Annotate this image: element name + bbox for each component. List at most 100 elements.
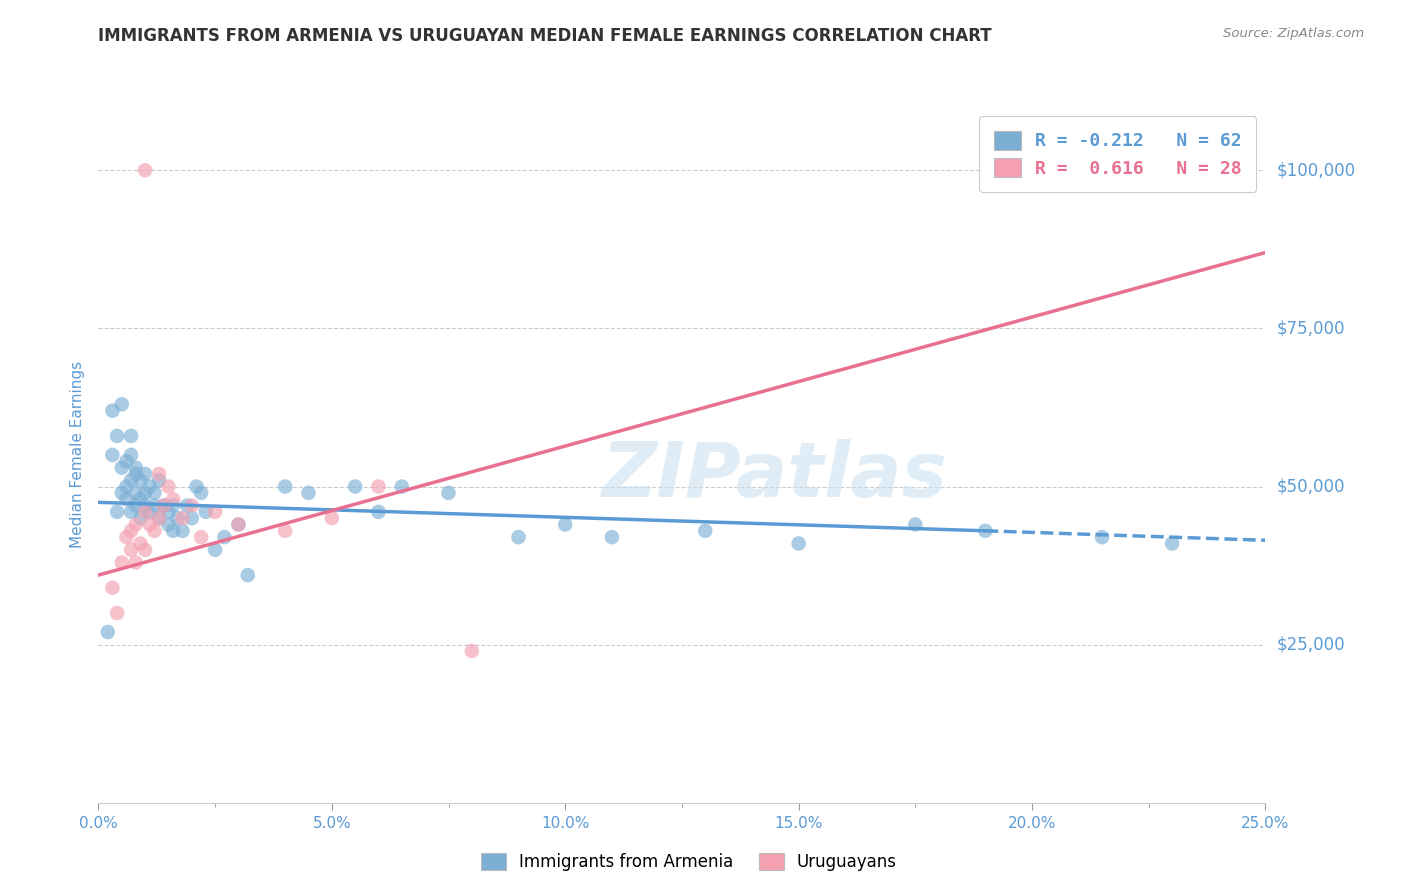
Point: [974, 524, 997, 538]
Point: [148, 467, 170, 481]
Point: [321, 511, 343, 525]
Point: [125, 499, 148, 513]
Text: $100,000: $100,000: [1277, 161, 1355, 179]
Text: Source: ZipAtlas.com: Source: ZipAtlas.com: [1223, 27, 1364, 40]
Point: [166, 511, 188, 525]
Point: [111, 486, 134, 500]
Point: [111, 397, 134, 411]
Point: [134, 505, 156, 519]
Point: [139, 505, 162, 519]
Point: [236, 568, 259, 582]
Point: [904, 517, 927, 532]
Point: [120, 429, 142, 443]
Text: 5.0%: 5.0%: [312, 816, 352, 831]
Point: [120, 473, 142, 487]
Point: [120, 448, 142, 462]
Point: [125, 556, 148, 570]
Point: [157, 479, 180, 493]
Point: [228, 517, 250, 532]
Point: [143, 486, 166, 500]
Point: [172, 511, 194, 525]
Point: [139, 479, 162, 493]
Point: [111, 556, 134, 570]
Point: [437, 486, 460, 500]
Point: [105, 429, 128, 443]
Point: [143, 524, 166, 538]
Point: [120, 524, 142, 538]
Point: [125, 467, 148, 481]
Point: [508, 530, 530, 544]
Point: [787, 536, 810, 550]
Point: [148, 511, 170, 525]
Point: [180, 499, 202, 513]
Point: [344, 479, 367, 493]
Point: [129, 511, 152, 525]
Point: [125, 460, 148, 475]
Point: [143, 499, 166, 513]
Point: [134, 486, 156, 500]
Point: [115, 479, 138, 493]
Point: [695, 524, 717, 538]
Point: [125, 517, 148, 532]
Point: [367, 505, 389, 519]
Point: [180, 511, 202, 525]
Text: 20.0%: 20.0%: [1008, 816, 1056, 831]
Text: 0.0%: 0.0%: [79, 816, 118, 831]
Point: [157, 517, 180, 532]
Point: [274, 524, 297, 538]
Point: [391, 479, 413, 493]
Point: [134, 163, 156, 178]
Point: [554, 517, 576, 532]
Point: [190, 486, 212, 500]
Point: [129, 473, 152, 487]
Point: [134, 542, 156, 557]
Point: [134, 467, 156, 481]
Text: IMMIGRANTS FROM ARMENIA VS URUGUAYAN MEDIAN FEMALE EARNINGS CORRELATION CHART: IMMIGRANTS FROM ARMENIA VS URUGUAYAN MED…: [98, 27, 993, 45]
Point: [190, 530, 212, 544]
Point: [367, 479, 389, 493]
Point: [115, 454, 138, 468]
Point: [134, 499, 156, 513]
Point: [152, 499, 174, 513]
Text: 15.0%: 15.0%: [775, 816, 823, 831]
Point: [111, 460, 134, 475]
Point: [125, 486, 148, 500]
Point: [115, 492, 138, 507]
Point: [120, 542, 142, 557]
Point: [297, 486, 319, 500]
Text: $75,000: $75,000: [1277, 319, 1346, 337]
Point: [152, 499, 174, 513]
Point: [101, 581, 124, 595]
Point: [139, 517, 162, 532]
Legend: Immigrants from Armenia, Uruguayans: Immigrants from Armenia, Uruguayans: [472, 845, 905, 880]
Point: [600, 530, 623, 544]
Point: [129, 492, 152, 507]
Point: [204, 542, 226, 557]
Point: [129, 536, 152, 550]
Point: [228, 517, 250, 532]
Text: 25.0%: 25.0%: [1241, 816, 1289, 831]
Point: [186, 479, 208, 493]
Point: [1091, 530, 1114, 544]
Point: [120, 505, 142, 519]
Text: 10.0%: 10.0%: [541, 816, 589, 831]
Point: [461, 644, 484, 658]
Text: $25,000: $25,000: [1277, 636, 1346, 654]
Y-axis label: Median Female Earnings: Median Female Earnings: [70, 361, 86, 549]
Point: [172, 524, 194, 538]
Legend: R = -0.212   N = 62, R =  0.616   N = 28: R = -0.212 N = 62, R = 0.616 N = 28: [980, 116, 1257, 192]
Point: [105, 505, 128, 519]
Point: [176, 499, 198, 513]
Text: $50,000: $50,000: [1277, 477, 1346, 496]
Point: [101, 448, 124, 462]
Point: [1161, 536, 1184, 550]
Point: [115, 530, 138, 544]
Point: [162, 492, 184, 507]
Point: [148, 473, 170, 487]
Point: [105, 606, 128, 620]
Point: [157, 505, 180, 519]
Point: [97, 625, 120, 640]
Point: [101, 403, 124, 417]
Point: [162, 524, 184, 538]
Point: [274, 479, 297, 493]
